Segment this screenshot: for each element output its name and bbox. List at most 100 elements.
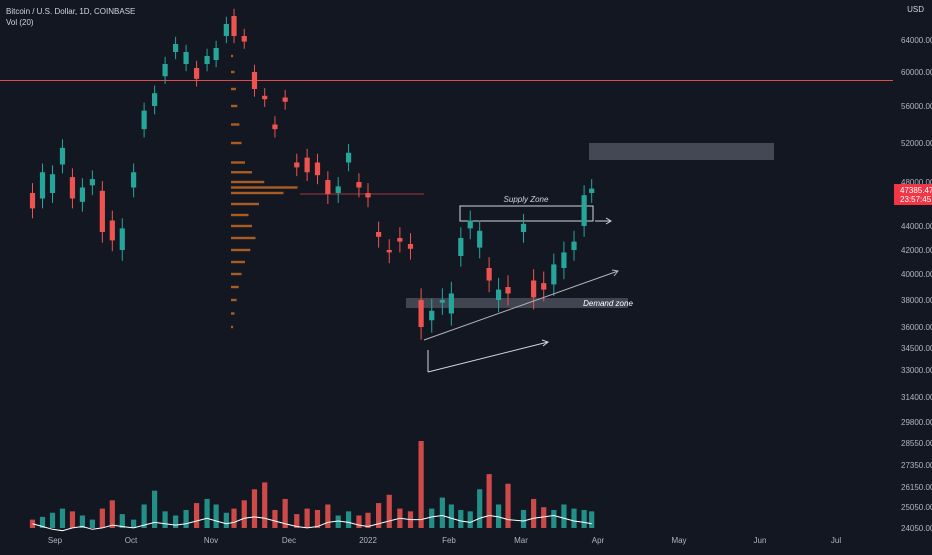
candle-12	[152, 93, 158, 106]
volume-profile-bar-13	[231, 224, 252, 228]
candle-43	[467, 220, 473, 229]
candle-7	[99, 190, 105, 232]
time-tick-6: Mar	[514, 536, 528, 545]
candle-21	[241, 36, 247, 42]
drawings	[300, 193, 619, 373]
candles	[29, 8, 595, 340]
candle-48	[520, 223, 527, 232]
volume-bar-38	[418, 440, 424, 528]
candle-26	[294, 162, 300, 168]
volume-bar-5	[79, 515, 86, 528]
volume-bar-7	[99, 508, 105, 528]
volume-bar-12	[152, 490, 158, 528]
candle-36	[397, 238, 403, 242]
candle-29	[325, 180, 331, 195]
volume-bar-55	[589, 511, 595, 528]
volume-bar-26	[294, 514, 300, 528]
volume-profile-bar-17	[231, 272, 242, 276]
symbol-title[interactable]: Bitcoin / U.S. Dollar, 1D, COINBASE	[6, 7, 136, 16]
volume-bar-27	[304, 508, 310, 528]
volume-bar-20	[231, 508, 237, 528]
price-tick-0: 64000.00	[901, 36, 932, 45]
price-tick-2: 56000.00	[901, 102, 932, 111]
volume-indicator-label[interactable]: Vol (20)	[6, 18, 34, 27]
candle-4	[69, 177, 76, 199]
time-tick-10: Jul	[831, 536, 841, 545]
volume-bar-33	[365, 512, 371, 528]
candle-0	[29, 193, 36, 209]
volume-bars	[29, 440, 595, 532]
volume-profile-bar-18	[231, 285, 239, 289]
support-trendline-arrowhead	[611, 269, 619, 277]
supply-arrowhead	[605, 217, 612, 225]
volume-bar-1	[39, 516, 46, 528]
volume-bar-17	[204, 498, 210, 528]
candle-5	[79, 187, 86, 202]
price-tick-4: 48000.00	[901, 178, 932, 187]
candle-31	[345, 152, 352, 163]
volume-bar-15	[183, 509, 189, 528]
volume-profile	[231, 54, 298, 329]
candle-38	[418, 300, 424, 327]
volume-bar-25	[282, 498, 288, 528]
price-tick-9: 36000.00	[901, 323, 932, 332]
volume-bar-8	[109, 500, 115, 528]
volume-bar-44	[477, 489, 483, 528]
candle-25	[282, 97, 288, 102]
candle-11	[141, 110, 147, 130]
candle-6	[89, 179, 95, 186]
price-tick-3: 52000.00	[901, 139, 932, 148]
volume-bar-23	[262, 482, 268, 528]
volume-bar-14	[172, 515, 179, 528]
price-tick-7: 40000.00	[901, 270, 932, 279]
volume-bar-32	[356, 515, 362, 528]
volume-bar-10	[131, 519, 137, 528]
volume-bar-46	[495, 504, 502, 528]
candle-9	[119, 228, 125, 250]
candle-34	[376, 232, 382, 237]
currency-label[interactable]: USD	[907, 5, 924, 14]
candle-15	[183, 52, 189, 64]
volume-bar-13	[162, 511, 168, 528]
volume-profile-bar-0	[231, 54, 234, 58]
volume-bar-42	[458, 509, 464, 528]
volume-profile-bar-7	[231, 171, 252, 174]
volume-bar-6	[89, 519, 95, 528]
volume-profile-bar-1	[231, 70, 235, 74]
volume-bar-30	[335, 515, 341, 528]
candle-45	[486, 268, 492, 281]
candle-3	[59, 147, 66, 165]
volume-bar-24	[272, 509, 278, 528]
candle-49	[531, 280, 537, 298]
time-tick-8: May	[671, 536, 686, 545]
volume-bar-53	[571, 508, 577, 528]
candle-35	[386, 250, 392, 253]
volume-profile-bar-5	[231, 141, 242, 145]
volume-bar-2	[49, 512, 56, 528]
candle-46	[495, 289, 502, 300]
candle-40	[439, 300, 445, 303]
volume-profile-bar-15	[231, 248, 251, 252]
price-tick-18: 24050.00	[901, 524, 932, 533]
price-tick-14: 28550.00	[901, 439, 932, 448]
candle-50	[541, 283, 547, 290]
volume-profile-bar-19	[231, 298, 237, 302]
volume-bar-43	[467, 511, 473, 528]
candle-52	[561, 252, 567, 268]
support-trendline	[423, 270, 619, 341]
volume-bar-16	[193, 503, 200, 528]
candle-8	[109, 220, 115, 241]
candle-47	[505, 287, 511, 294]
price-tick-12: 31400.00	[901, 393, 932, 402]
time-tick-3: Dec	[282, 536, 296, 545]
volume-bar-45	[486, 474, 492, 528]
candle-20	[231, 16, 237, 36]
candle-17	[204, 56, 210, 64]
volume-bar-9	[119, 514, 125, 528]
volume-profile-bar-14	[231, 236, 256, 240]
volume-profile-bar-2	[231, 87, 236, 91]
volume-profile-bar-16	[231, 260, 245, 264]
volume-profile-bar-6	[231, 161, 245, 164]
